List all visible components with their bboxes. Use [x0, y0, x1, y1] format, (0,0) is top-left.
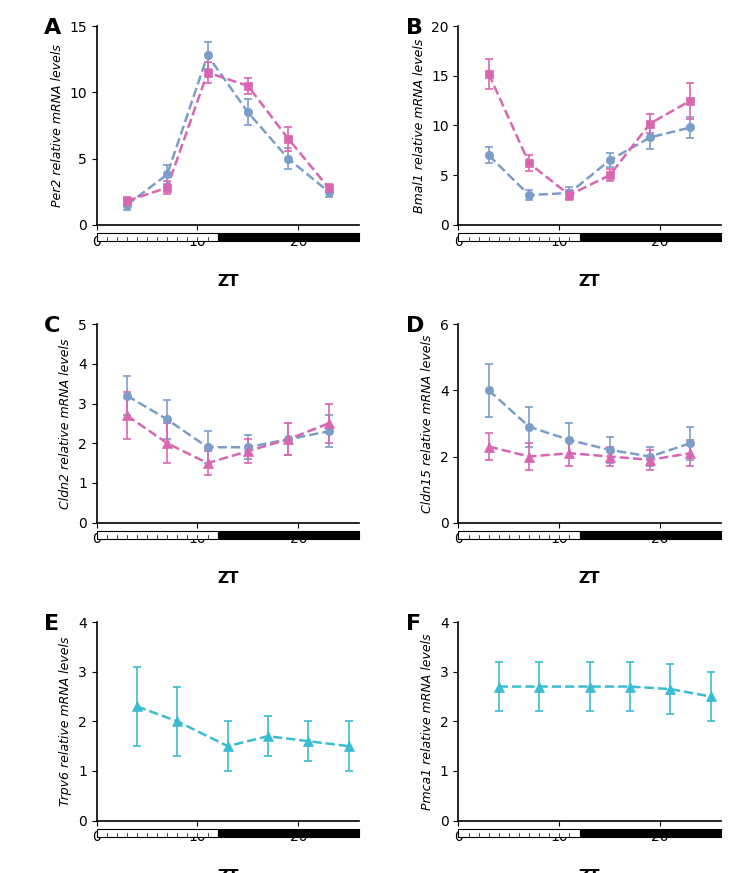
- Text: F: F: [406, 614, 421, 634]
- FancyBboxPatch shape: [218, 233, 359, 241]
- X-axis label: ZT: ZT: [217, 572, 239, 587]
- X-axis label: ZT: ZT: [579, 273, 600, 288]
- FancyBboxPatch shape: [218, 828, 359, 836]
- FancyBboxPatch shape: [458, 233, 580, 241]
- Y-axis label: Bmal1 relative mRNA levels: Bmal1 relative mRNA levels: [412, 38, 426, 213]
- FancyBboxPatch shape: [97, 828, 218, 836]
- Text: B: B: [406, 18, 423, 38]
- X-axis label: ZT: ZT: [579, 870, 600, 873]
- FancyBboxPatch shape: [580, 233, 721, 241]
- FancyBboxPatch shape: [580, 828, 721, 836]
- X-axis label: ZT: ZT: [217, 870, 239, 873]
- Text: C: C: [44, 316, 60, 336]
- FancyBboxPatch shape: [218, 531, 359, 539]
- Text: E: E: [44, 614, 59, 634]
- FancyBboxPatch shape: [97, 233, 218, 241]
- Y-axis label: Cldn2 relative mRNA levels: Cldn2 relative mRNA levels: [59, 338, 72, 509]
- Y-axis label: Trpv6 relative mRNA levels: Trpv6 relative mRNA levels: [59, 636, 72, 806]
- Y-axis label: Per2 relative mRNA levels: Per2 relative mRNA levels: [51, 44, 64, 207]
- Text: D: D: [406, 316, 424, 336]
- X-axis label: ZT: ZT: [579, 572, 600, 587]
- Y-axis label: Cldn15 relative mRNA levels: Cldn15 relative mRNA levels: [421, 334, 435, 512]
- FancyBboxPatch shape: [580, 531, 721, 539]
- Y-axis label: Pmca1 relative mRNA levels: Pmca1 relative mRNA levels: [421, 633, 435, 809]
- X-axis label: ZT: ZT: [217, 273, 239, 288]
- FancyBboxPatch shape: [458, 828, 580, 836]
- FancyBboxPatch shape: [458, 531, 580, 539]
- FancyBboxPatch shape: [97, 531, 218, 539]
- Text: A: A: [44, 18, 62, 38]
